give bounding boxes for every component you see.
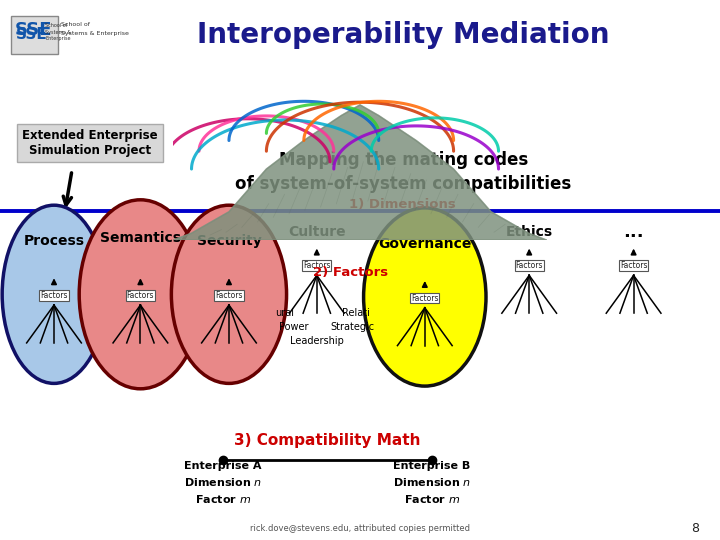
Text: Process: Process [24, 234, 84, 248]
Text: Factors: Factors [127, 291, 154, 300]
Text: Governance: Governance [378, 237, 472, 251]
Text: Enterprise A
Dimension $n$
Factor $m$: Enterprise A Dimension $n$ Factor $m$ [184, 461, 262, 505]
Text: Power: Power [279, 322, 308, 332]
Text: SSE: SSE [14, 21, 52, 39]
Text: Culture: Culture [288, 225, 346, 239]
Text: ural: ural [275, 308, 294, 318]
Text: School of: School of [61, 22, 90, 27]
Ellipse shape [2, 205, 106, 383]
Text: Relati: Relati [343, 308, 370, 318]
Text: Extended Enterprise
Simulation Project: Extended Enterprise Simulation Project [22, 129, 158, 157]
Text: ...: ... [624, 223, 644, 241]
Polygon shape [173, 105, 547, 240]
Text: Systems &: Systems & [45, 30, 71, 35]
Text: 3) Compatibility Math: 3) Compatibility Math [234, 433, 421, 448]
Text: School of: School of [45, 23, 68, 28]
Text: Factors: Factors [303, 261, 330, 270]
Text: Factors: Factors [620, 261, 647, 270]
Text: Semantics: Semantics [100, 231, 181, 245]
Text: Enterprise: Enterprise [45, 36, 71, 42]
Ellipse shape [79, 200, 202, 389]
Text: Factors: Factors [411, 294, 438, 302]
Text: Ethics: Ethics [505, 225, 553, 239]
Text: Mapping the mating codes
of system-of-system compatibilities: Mapping the mating codes of system-of-sy… [235, 151, 572, 193]
Text: Strategic: Strategic [330, 322, 375, 332]
Ellipse shape [364, 208, 486, 386]
Text: Factors: Factors [215, 291, 243, 300]
Text: Interoperability Mediation: Interoperability Mediation [197, 21, 609, 49]
Text: SSE: SSE [16, 26, 48, 42]
Text: Leadership: Leadership [290, 336, 343, 346]
Text: Enterprise B
Dimension $n$
Factor $m$: Enterprise B Dimension $n$ Factor $m$ [393, 461, 471, 505]
Ellipse shape [171, 205, 287, 383]
Text: 1) Dimensions: 1) Dimensions [349, 198, 456, 211]
Polygon shape [173, 105, 547, 240]
Text: 8: 8 [690, 522, 699, 535]
Text: Security: Security [197, 234, 261, 248]
Text: Systems & Enterprise: Systems & Enterprise [61, 31, 129, 36]
FancyBboxPatch shape [11, 16, 58, 54]
Text: Factors: Factors [516, 261, 543, 270]
Text: rick.dove@stevens.edu, attributed copies permitted: rick.dove@stevens.edu, attributed copies… [250, 524, 470, 532]
Text: 2) Factors: 2) Factors [313, 266, 388, 279]
Text: Factors: Factors [40, 291, 68, 300]
Polygon shape [173, 105, 547, 240]
Polygon shape [173, 105, 547, 240]
